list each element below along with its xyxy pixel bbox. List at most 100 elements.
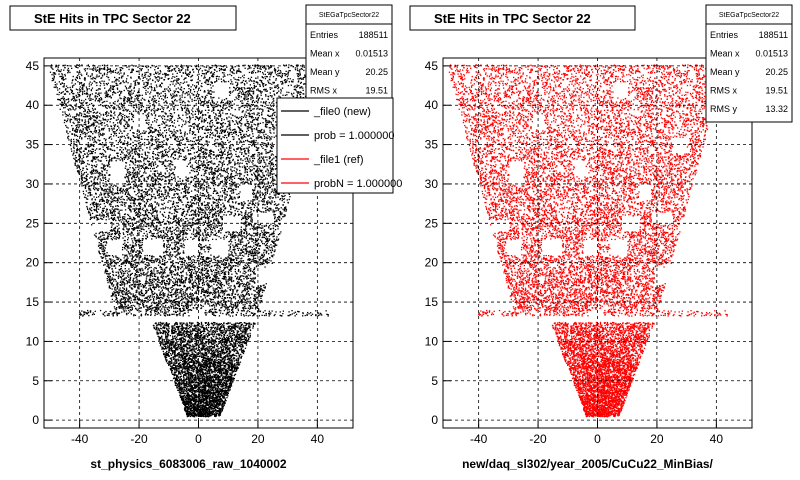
hit-point: [182, 282, 184, 284]
hit-point: [237, 359, 240, 361]
hit-point: [252, 88, 254, 90]
hit-point: [212, 134, 214, 136]
hit-point: [223, 99, 226, 101]
hit-point: [115, 129, 118, 132]
hit-point: [147, 115, 150, 118]
hit-point: [221, 196, 223, 198]
hit-point: [254, 195, 257, 198]
hit-point: [164, 93, 166, 95]
hit-point: [130, 231, 133, 233]
hit-point: [150, 314, 152, 316]
hit-point: [294, 311, 297, 313]
hit-point: [186, 350, 188, 353]
hit-point: [246, 302, 248, 305]
hit-point: [242, 102, 244, 104]
hit-point: [146, 117, 149, 119]
hit-point: [178, 124, 180, 127]
hit-point: [209, 211, 212, 214]
hit-point: [207, 324, 210, 327]
hit-point: [179, 350, 182, 352]
hit-point: [145, 310, 147, 313]
hit-point: [220, 161, 222, 163]
hit-point: [59, 103, 61, 105]
hit-point: [192, 353, 194, 355]
hit-point: [190, 388, 192, 390]
hit-point: [194, 110, 197, 113]
hit-point: [201, 178, 203, 180]
hit-point: [155, 140, 157, 143]
hit-point: [125, 310, 127, 312]
hit-point: [114, 295, 116, 297]
hit-point: [268, 209, 270, 211]
hit-point: [154, 128, 156, 130]
hit-point: [196, 339, 198, 342]
hit-point: [268, 185, 271, 187]
hit-point: [119, 284, 121, 286]
hit-point: [189, 391, 192, 393]
hit-point: [208, 343, 210, 345]
hit-point: [247, 112, 249, 114]
hit-point: [236, 365, 238, 367]
hit-point: [176, 370, 178, 372]
hit-point: [216, 355, 218, 357]
hit-point: [203, 235, 205, 237]
hit-point: [182, 219, 184, 221]
hit-point: [215, 305, 218, 307]
hit-point: [228, 253, 230, 255]
hit-point: [120, 307, 122, 309]
hit-point: [76, 161, 78, 163]
hit-point: [127, 241, 129, 244]
hit-point: [179, 97, 181, 99]
hit-point: [257, 308, 260, 310]
hit-point: [144, 267, 146, 270]
hit-point: [265, 236, 268, 238]
hit-point: [114, 103, 116, 105]
hit-point: [270, 209, 272, 211]
hit-point: [123, 126, 126, 128]
hit-point: [88, 83, 90, 85]
hit-point: [95, 89, 98, 91]
hit-point: [166, 88, 168, 90]
hit-point: [203, 238, 205, 241]
hit-point: [168, 196, 170, 198]
hit-point: [216, 284, 218, 286]
hit-point: [209, 156, 212, 158]
hit-point: [167, 165, 169, 167]
hit-point: [201, 70, 203, 72]
hit-point: [247, 155, 250, 157]
hit-point: [137, 195, 139, 197]
hit-point: [242, 344, 244, 346]
hit-point: [263, 198, 265, 200]
hit-point: [156, 284, 158, 287]
hit-point: [231, 192, 233, 194]
hit-point: [98, 123, 100, 125]
hit-point: [204, 207, 206, 209]
hit-point: [265, 145, 267, 147]
hit-point: [207, 288, 209, 290]
hit-point: [187, 328, 190, 330]
hit-point: [192, 330, 195, 332]
hit-point: [237, 210, 239, 213]
hit-point: [115, 205, 117, 207]
hit-point: [217, 281, 219, 283]
hit-point: [198, 355, 200, 357]
hit-point: [213, 305, 216, 307]
hit-point: [249, 89, 251, 91]
hit-point: [187, 270, 189, 272]
hit-point: [228, 160, 230, 162]
hit-point: [129, 216, 131, 218]
hit-point: [107, 264, 109, 266]
hit-point: [148, 122, 150, 124]
hit-point: [255, 261, 257, 263]
hit-point: [105, 90, 107, 92]
hit-point: [235, 235, 237, 237]
hit-point: [154, 154, 157, 156]
hit-point: [153, 268, 155, 270]
hit-point: [156, 202, 158, 204]
hit-point: [251, 72, 253, 74]
hit-point: [230, 305, 232, 307]
hit-point: [178, 99, 181, 101]
hit-point: [70, 65, 72, 67]
hit-point: [159, 160, 161, 163]
hit-point: [173, 133, 176, 135]
